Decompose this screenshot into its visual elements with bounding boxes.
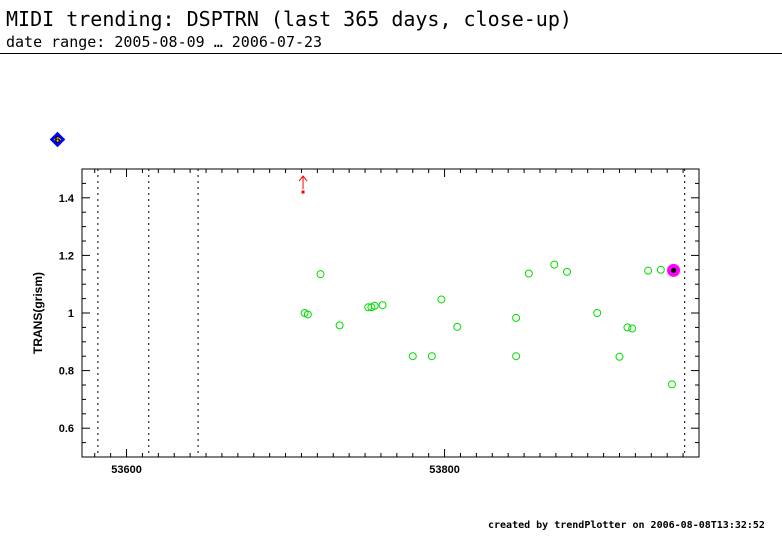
diamond-badge-inner [53,135,62,144]
date-range-subtitle: date range: 2005-08-09 … 2006-07-23 [6,33,323,51]
data-point [370,301,379,310]
data-point [563,267,572,276]
y-tick-label: 1.4 [59,193,75,205]
data-point [316,270,325,279]
y-tick-label: 1 [68,308,74,320]
plot-frame [81,168,700,458]
y-axis-label: TRANS(grism) [31,272,45,354]
data-point [550,260,559,269]
data-point [512,352,521,361]
outlier-arrow-head [298,175,308,182]
axis-ticks: 53600 53800 0.6 0.8 1 1.2 1.4 [59,169,699,476]
page-title: MIDI trending: DSPTRN (last 365 days, cl… [6,7,572,31]
data-point [453,322,462,331]
data-point [623,323,632,332]
data-point [512,313,521,322]
x-tick-label: 53800 [429,464,460,476]
data-point [656,265,665,274]
data-points [298,175,681,389]
y-tick-label: 0.8 [59,366,74,378]
data-point [437,295,446,304]
data-point [335,321,344,330]
data-point [628,324,637,333]
data-point [427,352,436,361]
data-point [615,352,624,361]
data-point [667,380,676,389]
data-point [378,301,387,310]
data-point [408,352,417,361]
footer-credit: created by trendPlotter on 2006-08-08T13… [488,520,765,531]
header-divider [0,53,782,54]
y-tick-label: 1.2 [59,250,74,262]
data-point [303,310,312,319]
vertical-markers [97,169,686,457]
highlight-point-center [670,267,677,273]
data-point [644,266,653,275]
data-point [593,309,602,317]
data-point [524,269,533,278]
x-tick-label: 53600 [111,464,142,476]
outlier-point [301,190,305,194]
badge: 6 [49,131,66,148]
badge-label: 6 [55,135,61,146]
y-tick-label: 0.6 [59,423,74,435]
